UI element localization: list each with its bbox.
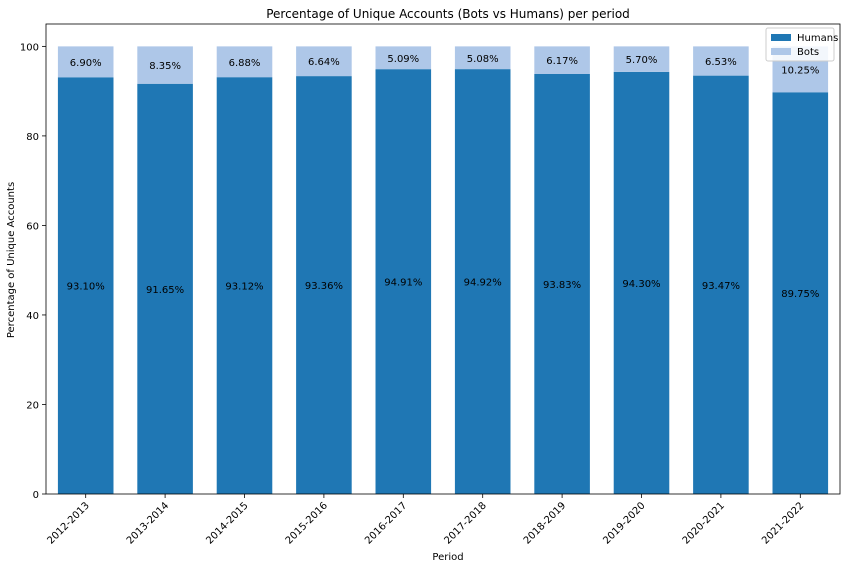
y-axis-label: Percentage of Unique Accounts xyxy=(6,182,17,338)
bar-bots-2015-2016 xyxy=(296,46,352,77)
bar-humans-2015-2016 xyxy=(296,76,352,495)
legend-label-humans: Humans xyxy=(797,33,838,44)
bar-label-humans-2019-2020: 94.30% xyxy=(622,279,660,290)
bar-bots-2013-2014 xyxy=(137,46,193,84)
bar-bots-2014-2015 xyxy=(216,46,273,78)
bar-humans-2019-2020 xyxy=(613,71,670,495)
x-tick-label: 2018-2019 xyxy=(522,500,568,546)
bar-label-bots-2017-2018: 5.08% xyxy=(467,54,499,65)
legend-swatch-humans xyxy=(771,34,791,41)
y-tick-label: 40 xyxy=(26,311,39,322)
bar-label-humans-2018-2019: 93.83% xyxy=(543,280,581,291)
bar-bots-2017-2018 xyxy=(454,46,511,70)
bar-humans-2016-2017 xyxy=(375,69,432,494)
y-tick-label: 60 xyxy=(26,221,39,232)
bar-humans-2014-2015 xyxy=(216,77,273,495)
x-axis-label: Period xyxy=(432,552,463,563)
bar-label-bots-2013-2014: 8.35% xyxy=(149,61,181,72)
y-tick-label: 100 xyxy=(20,42,39,53)
x-tick-label: 2020-2021 xyxy=(681,500,727,546)
bar-bots-2016-2017 xyxy=(375,46,432,70)
bar-humans-2021-2022 xyxy=(772,92,829,494)
bar-label-bots-2014-2015: 6.88% xyxy=(229,58,261,69)
bar-humans-2013-2014 xyxy=(137,83,193,494)
bar-humans-2017-2018 xyxy=(454,69,511,495)
bar-label-bots-2018-2019: 6.17% xyxy=(546,56,578,67)
legend-label-bots: Bots xyxy=(797,47,819,58)
bar-bots-2019-2020 xyxy=(613,46,670,72)
y-tick-label: 80 xyxy=(26,132,39,143)
chart-title: Percentage of Unique Accounts (Bots vs H… xyxy=(266,7,630,21)
bar-label-humans-2015-2016: 93.36% xyxy=(305,281,343,292)
bar-label-humans-2014-2015: 93.12% xyxy=(225,282,263,293)
x-tick-label: 2021-2022 xyxy=(760,500,806,546)
bar-label-bots-2015-2016: 6.64% xyxy=(308,57,340,68)
bar-humans-2020-2021 xyxy=(693,75,749,494)
bar-humans-2012-2013 xyxy=(57,77,114,495)
bar-humans-2018-2019 xyxy=(534,73,590,494)
y-tick-label: 20 xyxy=(26,400,39,411)
plot-area: 93.10% 6.90% 2012-2013 91.65% 8.35% 2013-2014… xyxy=(20,23,841,547)
x-tick-label: 2017-2018 xyxy=(442,500,488,546)
bar-label-humans-2012-2013: 93.10% xyxy=(67,282,105,293)
x-tick-label: 2019-2020 xyxy=(601,500,647,546)
bar-label-humans-2021-2022: 89.75% xyxy=(781,289,819,300)
bar-label-bots-2016-2017: 5.09% xyxy=(387,54,419,65)
bar-label-humans-2020-2021: 93.47% xyxy=(702,281,740,292)
legend-swatch-bots xyxy=(771,48,791,55)
bar-bots-2020-2021 xyxy=(693,46,749,76)
bar-label-bots-2019-2020: 5.70% xyxy=(626,55,658,66)
plot-frame xyxy=(45,23,841,495)
bar-label-bots-2012-2013: 6.90% xyxy=(70,58,102,69)
x-tick-label: 2015-2016 xyxy=(284,500,330,546)
bar-bots-2018-2019 xyxy=(534,46,590,74)
legend: Humans Bots xyxy=(765,27,838,62)
x-tick-label: 2014-2015 xyxy=(204,500,250,546)
bar-label-bots-2021-2022: 10.25% xyxy=(781,65,819,76)
x-tick-label: 2016-2017 xyxy=(363,500,409,546)
bar-label-humans-2017-2018: 94.92% xyxy=(464,278,502,289)
x-tick-label: 2012-2013 xyxy=(45,500,91,546)
bar-label-humans-2013-2014: 91.65% xyxy=(146,285,184,296)
bar-label-bots-2020-2021: 6.53% xyxy=(705,57,737,68)
x-tick-label: 2013-2014 xyxy=(125,500,171,546)
bar-label-humans-2016-2017: 94.91% xyxy=(384,278,422,289)
bar-bots-2012-2013 xyxy=(57,46,114,78)
y-tick-label: 0 xyxy=(33,490,39,501)
